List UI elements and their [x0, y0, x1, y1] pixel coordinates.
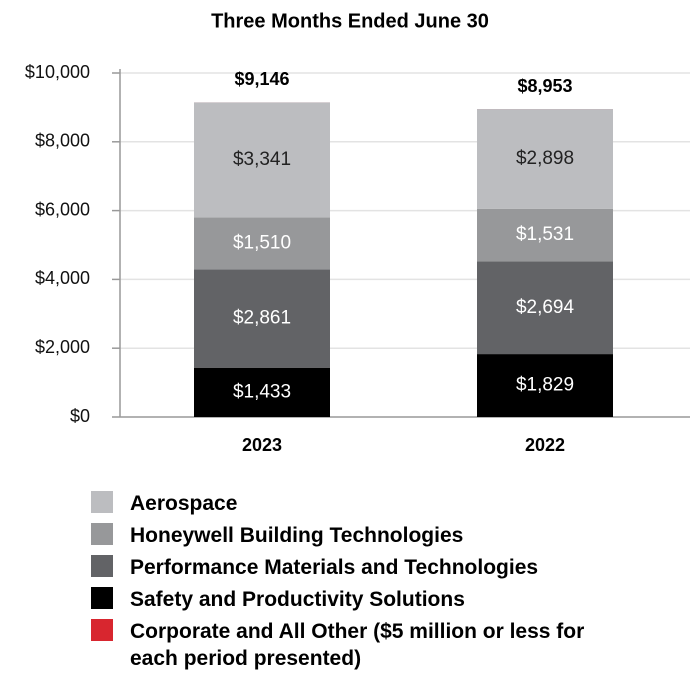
legend-item: Safety and Productivity Solutions [91, 586, 631, 613]
bar-segment [477, 354, 613, 417]
bar-segment [477, 109, 613, 209]
value-label: $1,829 [516, 375, 574, 396]
y-tick-label: $6,000 [35, 199, 90, 219]
y-tick-label: $0 [70, 406, 90, 426]
value-label: $1,510 [233, 232, 291, 253]
value-label: $3,341 [233, 149, 291, 170]
y-tick-label: $4,000 [35, 268, 90, 288]
bar-segment [194, 367, 330, 417]
y-tick-label: $10,000 [25, 62, 90, 82]
value-label: $2,898 [516, 148, 574, 169]
value-label: $2,694 [516, 297, 575, 318]
bar-segment [194, 269, 330, 368]
chart-title: Three Months Ended June 30 [211, 10, 489, 32]
value-label: $1,531 [516, 224, 574, 245]
legend-item: Aerospace [91, 490, 631, 517]
legend-label: Performance Materials and Technologies [130, 556, 539, 579]
legend-swatch [91, 619, 113, 641]
legend-label: Safety and Productivity Solutions [130, 588, 465, 611]
y-tick-label: $2,000 [35, 337, 90, 357]
legend-item: Performance Materials and Technologies [91, 554, 631, 581]
bar-segment [194, 217, 330, 270]
value-label: $1,433 [233, 381, 291, 402]
legend-item: Honeywell Building Technologies [91, 522, 631, 549]
bar-segment [194, 102, 330, 218]
chart: Three Months Ended June 30 $0 $2,000 $4,00… [25, 10, 690, 455]
legend-label: Honeywell Building Technologies [130, 524, 464, 547]
value-label: $2,861 [233, 308, 291, 329]
y-tick-label: $8,000 [35, 131, 90, 151]
legend-swatch [91, 491, 113, 513]
total-label: $9,146 [234, 69, 289, 89]
legend-swatch [91, 587, 113, 609]
bar-segment [477, 208, 613, 262]
x-tick-label: 2023 [242, 435, 282, 455]
total-label: $8,953 [517, 76, 572, 96]
legend-swatch [91, 523, 113, 545]
legend: Aerospace Honeywell Building Technologies… [91, 490, 631, 677]
legend-label: Aerospace [130, 492, 238, 515]
bar-segment [477, 261, 613, 355]
legend-swatch [91, 555, 113, 577]
x-tick-label: 2022 [525, 435, 565, 455]
legend-label: Corporate and All Other ($5 million or l… [130, 620, 585, 670]
legend-item: Corporate and All Other ($5 million or l… [91, 618, 631, 672]
